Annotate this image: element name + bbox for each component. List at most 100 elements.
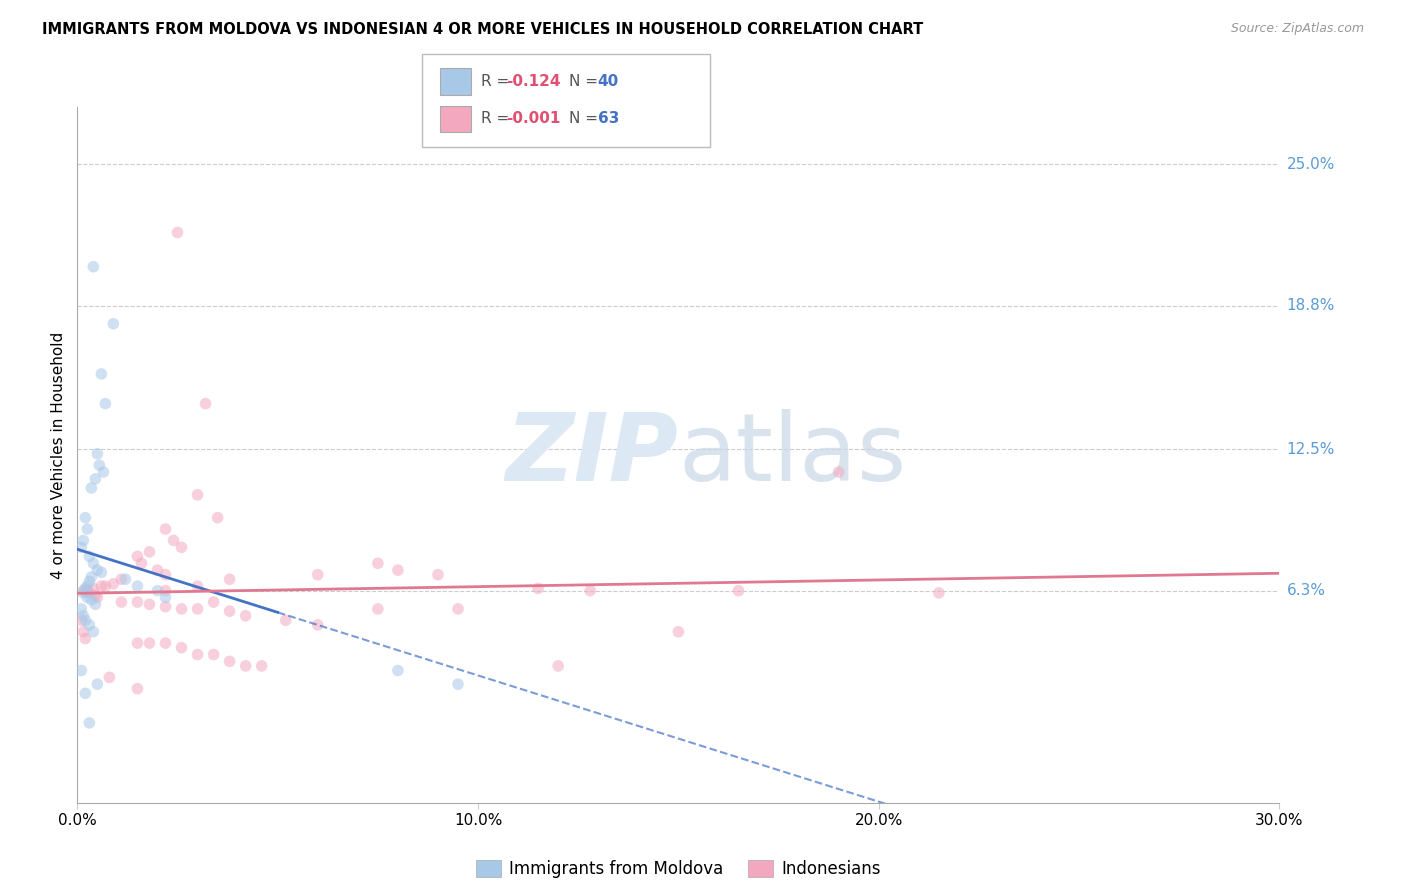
Point bbox=[86, 677, 108, 691]
Point bbox=[75, 582, 97, 596]
Point bbox=[727, 583, 749, 598]
Point bbox=[218, 654, 240, 668]
Point bbox=[155, 583, 177, 598]
Legend: Immigrants from Moldova, Indonesians: Immigrants from Moldova, Indonesians bbox=[470, 854, 887, 885]
Point bbox=[668, 624, 690, 639]
Point bbox=[138, 598, 160, 612]
Point bbox=[70, 613, 93, 627]
Point bbox=[131, 556, 153, 570]
Point bbox=[218, 572, 240, 586]
Point bbox=[146, 583, 169, 598]
Point bbox=[82, 260, 104, 274]
Point bbox=[76, 522, 98, 536]
Point bbox=[72, 624, 94, 639]
Point bbox=[250, 659, 273, 673]
Point bbox=[447, 602, 470, 616]
Point bbox=[127, 681, 149, 696]
Text: 63: 63 bbox=[598, 112, 619, 127]
Text: 18.8%: 18.8% bbox=[1286, 298, 1334, 313]
Point bbox=[70, 541, 93, 555]
Point bbox=[274, 613, 297, 627]
Point bbox=[427, 567, 450, 582]
Point bbox=[94, 396, 117, 410]
Point bbox=[90, 566, 112, 580]
Point bbox=[155, 567, 177, 582]
Point bbox=[547, 659, 569, 673]
Point bbox=[235, 608, 257, 623]
Point bbox=[218, 604, 240, 618]
Point bbox=[80, 481, 103, 495]
Point bbox=[110, 572, 132, 586]
Text: ZIP: ZIP bbox=[506, 409, 679, 501]
Point bbox=[79, 549, 101, 564]
Point bbox=[84, 588, 107, 602]
Point bbox=[387, 563, 409, 577]
Point bbox=[155, 591, 177, 605]
Text: -0.001: -0.001 bbox=[506, 112, 561, 127]
Text: -0.124: -0.124 bbox=[506, 74, 561, 89]
Point bbox=[79, 715, 101, 730]
Point bbox=[202, 648, 225, 662]
Point bbox=[94, 579, 117, 593]
Point bbox=[84, 598, 107, 612]
Point bbox=[155, 636, 177, 650]
Point bbox=[579, 583, 602, 598]
Text: Source: ZipAtlas.com: Source: ZipAtlas.com bbox=[1230, 22, 1364, 36]
Point bbox=[170, 602, 193, 616]
Point bbox=[70, 602, 93, 616]
Point bbox=[93, 465, 115, 479]
Text: atlas: atlas bbox=[679, 409, 907, 501]
Point bbox=[84, 472, 107, 486]
Text: N =: N = bbox=[569, 112, 603, 127]
Point bbox=[186, 488, 209, 502]
Point bbox=[72, 583, 94, 598]
Point bbox=[146, 563, 169, 577]
Point bbox=[75, 613, 97, 627]
Point bbox=[202, 595, 225, 609]
Point bbox=[86, 591, 108, 605]
Point bbox=[110, 595, 132, 609]
Text: IMMIGRANTS FROM MOLDOVA VS INDONESIAN 4 OR MORE VEHICLES IN HOUSEHOLD CORRELATIO: IMMIGRANTS FROM MOLDOVA VS INDONESIAN 4 … bbox=[42, 22, 924, 37]
Point bbox=[186, 579, 209, 593]
Point bbox=[98, 670, 121, 684]
Point bbox=[138, 545, 160, 559]
Point bbox=[82, 624, 104, 639]
Text: N =: N = bbox=[569, 74, 603, 89]
Point bbox=[76, 583, 98, 598]
Point bbox=[166, 226, 188, 240]
Point bbox=[72, 586, 94, 600]
Point bbox=[186, 602, 209, 616]
Point bbox=[72, 533, 94, 548]
Point bbox=[307, 567, 329, 582]
Point bbox=[367, 602, 389, 616]
Point bbox=[82, 582, 104, 596]
Point bbox=[127, 579, 149, 593]
Text: 12.5%: 12.5% bbox=[1286, 442, 1334, 457]
Point bbox=[89, 458, 111, 473]
Point bbox=[155, 599, 177, 614]
Point bbox=[186, 648, 209, 662]
Point bbox=[72, 608, 94, 623]
Point bbox=[76, 579, 98, 593]
Point bbox=[127, 595, 149, 609]
Point bbox=[207, 510, 229, 524]
Point bbox=[447, 677, 470, 691]
Text: 40: 40 bbox=[598, 74, 619, 89]
Text: R =: R = bbox=[481, 112, 515, 127]
Point bbox=[170, 541, 193, 555]
Point bbox=[127, 549, 149, 564]
Point bbox=[80, 570, 103, 584]
Point bbox=[86, 563, 108, 577]
Point bbox=[155, 522, 177, 536]
Text: 25.0%: 25.0% bbox=[1286, 157, 1334, 171]
Point bbox=[76, 591, 98, 605]
Point bbox=[928, 586, 950, 600]
Point bbox=[162, 533, 184, 548]
Point bbox=[138, 636, 160, 650]
Point bbox=[80, 592, 103, 607]
Point bbox=[79, 574, 101, 589]
Point bbox=[114, 572, 136, 586]
Point bbox=[103, 576, 125, 591]
Point bbox=[307, 618, 329, 632]
Y-axis label: 4 or more Vehicles in Household: 4 or more Vehicles in Household bbox=[51, 331, 66, 579]
